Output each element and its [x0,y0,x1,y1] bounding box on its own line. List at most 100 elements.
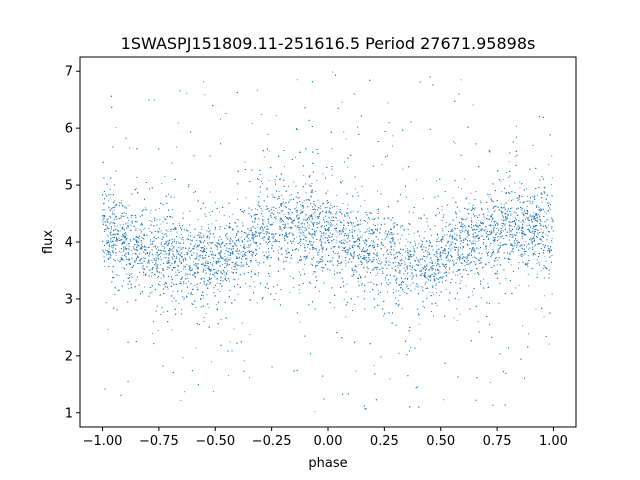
data-point [397,267,399,269]
data-point [157,329,159,331]
data-point [310,233,312,235]
data-point [475,191,477,192]
data-point [491,230,493,232]
data-point [471,242,473,244]
data-point [225,235,227,237]
data-point [476,225,478,227]
data-point [196,273,198,275]
data-point [377,290,379,292]
data-point [323,234,325,236]
data-point [194,273,195,275]
data-point [387,236,389,238]
data-point [505,213,507,215]
data-point [438,269,440,271]
data-point [308,231,310,233]
data-point [366,228,368,230]
data-point [254,219,256,220]
data-point [407,265,409,267]
data-point [510,243,512,245]
data-point [111,211,113,213]
data-point [182,239,184,241]
data-point [294,156,296,158]
data-point [346,252,348,254]
data-point [168,244,169,246]
data-point [548,164,550,166]
data-point [494,224,496,225]
data-point [404,257,406,259]
data-point [478,219,480,221]
data-point [309,185,311,187]
data-point [441,239,443,241]
data-point [232,278,234,280]
data-point [209,278,211,280]
data-point [179,281,181,283]
data-point [457,186,459,188]
data-point [104,229,105,231]
data-point [249,230,251,232]
data-point [219,211,220,213]
data-point [481,207,482,209]
data-point [257,275,259,277]
data-point [481,253,483,254]
data-point [121,215,123,217]
data-point [531,195,533,197]
data-point [135,187,137,189]
data-point [352,234,354,236]
data-point [368,227,370,229]
data-point [172,290,174,292]
data-point [139,215,141,217]
data-point [361,234,363,236]
data-point [208,307,210,309]
data-point [332,246,334,248]
data-point [116,241,118,243]
data-point [171,245,173,247]
data-point [521,212,523,214]
data-point [373,364,375,366]
data-point [471,291,473,293]
data-point [272,241,274,243]
data-point [468,202,470,204]
data-point [185,268,187,270]
data-point [387,102,389,104]
data-point [466,197,468,199]
data-point [457,228,458,229]
data-point [150,209,152,211]
data-point [455,224,456,226]
data-point [398,290,399,292]
data-point [420,286,422,288]
data-point [505,227,507,229]
data-point [460,255,462,257]
data-point [394,243,396,245]
data-point [256,262,258,263]
data-point [108,248,110,250]
data-point [505,235,507,237]
data-point [476,268,478,270]
data-point [260,114,262,115]
data-point [463,226,465,228]
data-point [375,255,377,257]
data-point [287,227,289,229]
data-point [208,235,210,237]
data-point [402,168,404,170]
data-point [269,150,271,152]
data-point [430,266,432,267]
data-point [257,223,259,225]
data-point [262,227,263,228]
data-point [219,246,221,248]
data-point [427,251,429,253]
data-point [416,276,418,277]
data-point [455,282,457,284]
data-point [308,184,310,186]
data-point [435,180,437,182]
data-point [306,225,308,227]
data-point [345,316,347,318]
data-point [266,238,268,240]
data-point [496,232,498,234]
data-point [470,217,472,219]
data-point [517,200,519,201]
data-point [105,193,106,195]
data-point [132,245,134,247]
data-point [287,217,289,219]
data-point [339,219,341,221]
data-point [160,230,162,232]
